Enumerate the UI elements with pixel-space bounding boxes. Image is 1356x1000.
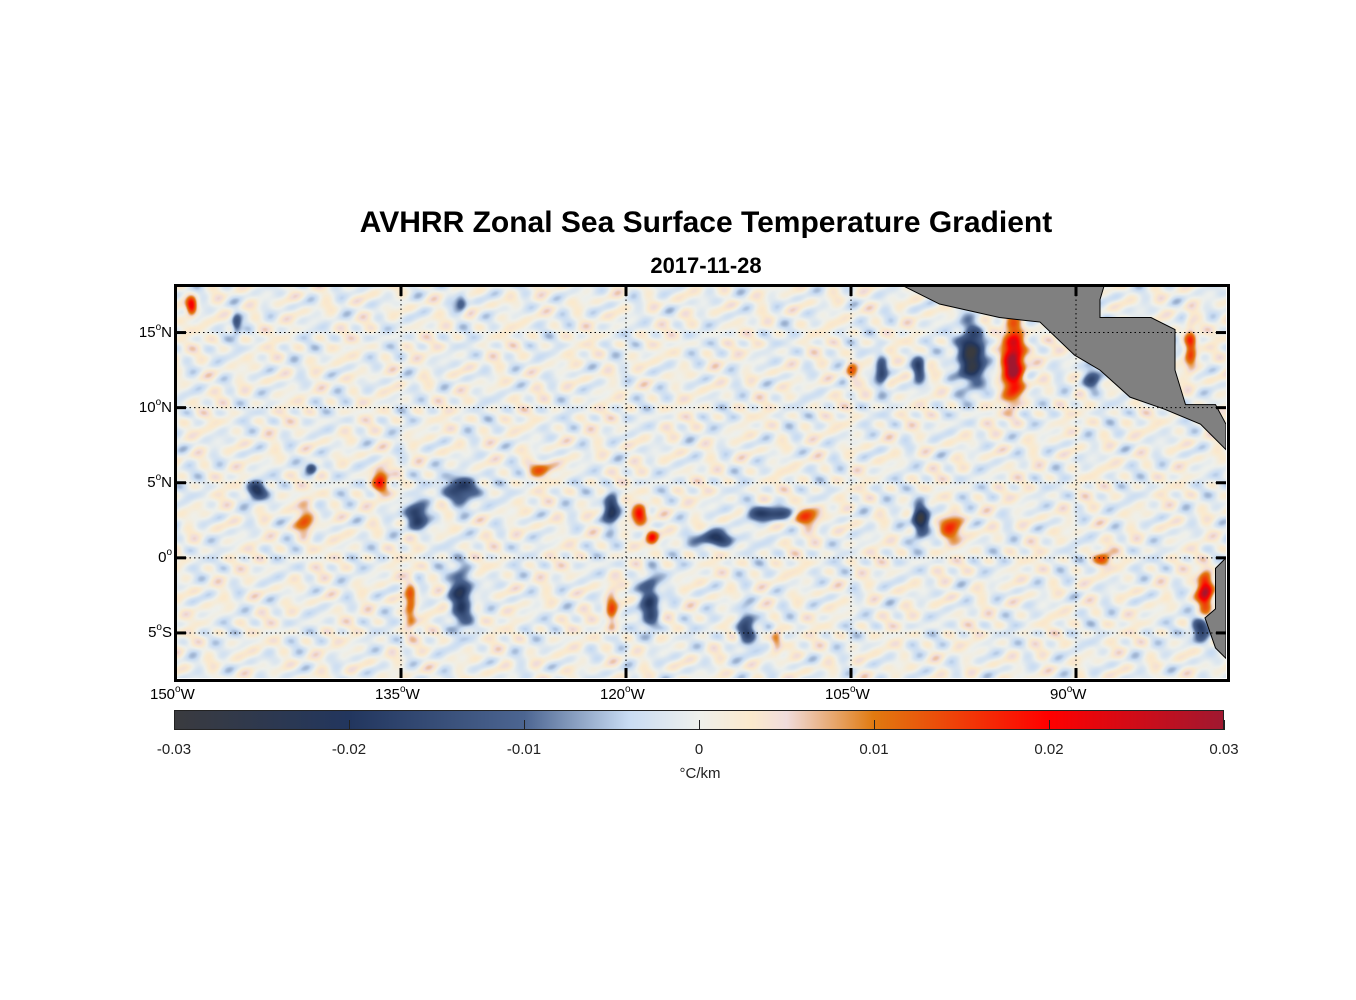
colorbar-tick-label: 0	[694, 741, 704, 758]
degree-symbol: o	[155, 471, 162, 483]
tick-hemisphere: W	[1072, 686, 1087, 703]
colorbar-label: °C/km	[679, 765, 721, 782]
tick-hemisphere: N	[161, 398, 172, 416]
tick-hemisphere: N	[161, 473, 172, 491]
colorbar-tick-mark	[174, 720, 175, 730]
tick-hemisphere: N	[161, 323, 172, 341]
tick-number: 5	[148, 623, 157, 641]
tick-hemisphere: W	[855, 686, 870, 703]
colorbar-tick-label: 0.01	[859, 741, 889, 758]
degree-symbol: o	[1066, 684, 1073, 695]
tick-hemisphere: W	[405, 686, 420, 703]
tick-number: 90	[1050, 686, 1067, 703]
y-tick-label: 15oN	[139, 322, 172, 341]
colorbar-tick-mark	[874, 720, 875, 730]
land-mass	[902, 286, 1226, 451]
sst-gradient-heatmap	[176, 286, 1226, 678]
x-tick-label: 120oW	[600, 684, 645, 703]
map-overlay	[176, 286, 1226, 678]
colorbar-tick-label: -0.01	[506, 741, 542, 758]
degree-symbol: o	[156, 621, 162, 633]
y-tick-label: 0o	[158, 547, 172, 566]
degree-symbol: o	[850, 684, 856, 695]
degree-symbol: o	[155, 321, 162, 333]
colorbar-tick-label: -0.03	[156, 741, 192, 758]
chart-subtitle: 2017-11-28	[650, 253, 762, 278]
y-tick-label: 5oS	[148, 622, 172, 641]
colorbar-tick-label: 0.02	[1034, 741, 1064, 758]
degree-symbol: o	[625, 684, 631, 695]
degree-symbol: o	[400, 684, 406, 695]
tick-number: 15	[138, 323, 156, 341]
tick-number: 0	[158, 548, 167, 566]
tick-hemisphere: W	[630, 686, 645, 703]
tick-number: 150	[150, 686, 176, 703]
degree-symbol: o	[175, 684, 181, 695]
tick-number: 105	[825, 686, 851, 703]
x-tick-label: 150oW	[150, 684, 195, 703]
colorbar-tick-mark	[524, 720, 525, 730]
colorbar-tick-mark	[1049, 720, 1050, 730]
tick-number: 120	[600, 686, 626, 703]
tick-hemisphere: S	[161, 623, 172, 641]
tick-number: 135	[375, 686, 401, 703]
tick-number: 5	[147, 473, 156, 491]
chart-title: AVHRR Zonal Sea Surface Temperature Grad…	[359, 206, 1053, 239]
colorbar-tick-label: 0.03	[1209, 741, 1239, 758]
degree-symbol: o	[155, 396, 162, 408]
tick-number: 10	[138, 398, 156, 416]
degree-symbol: o	[166, 546, 172, 558]
colorbar-tick-mark	[699, 720, 700, 730]
x-tick-label: 135oW	[375, 684, 420, 703]
x-tick-label: 90oW	[1050, 684, 1086, 703]
colorbar-tick-mark	[349, 720, 350, 730]
y-tick-label: 10oN	[139, 397, 172, 416]
y-tick-label: 5oN	[147, 472, 172, 491]
x-tick-label: 105oW	[825, 684, 870, 703]
map-frame	[174, 284, 1230, 682]
colorbar-tick-mark	[1224, 720, 1225, 730]
colorbar-tick-label: -0.02	[331, 741, 367, 758]
tick-hemisphere: W	[180, 686, 195, 703]
